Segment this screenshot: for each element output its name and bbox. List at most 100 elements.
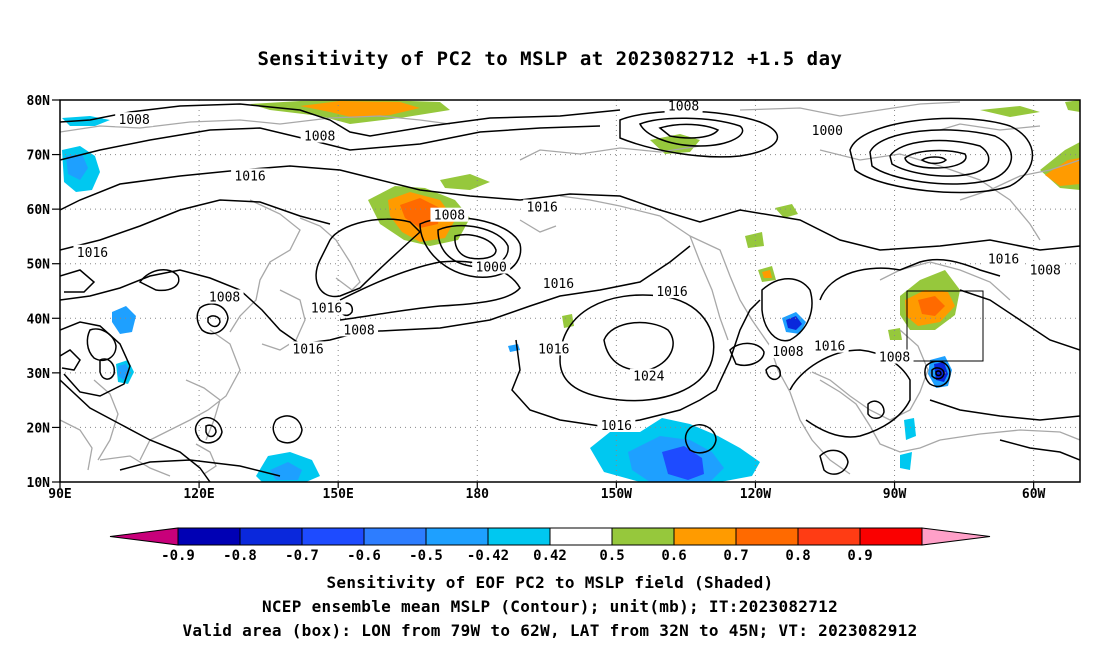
contour-label: 1016	[234, 169, 265, 184]
negative-region	[786, 316, 802, 330]
colorbar-tick-label: -0.42	[467, 548, 509, 564]
colorbar-tick-label: -0.9	[161, 548, 195, 564]
latitude-labels: 80N 70N 60N 50N 40N 30N 20N 10N	[27, 94, 60, 491]
colorbar-tick-label: 0.9	[847, 548, 872, 564]
contour-label: 1016	[543, 277, 574, 292]
contour-label-bg	[300, 128, 339, 143]
caption-line-3: Valid area (box): LON from 79W to 62W, L…	[182, 621, 918, 640]
colorbar-swatch	[549, 527, 613, 546]
colorbar-tick-label: 0.7	[723, 548, 748, 564]
contour-label-bg	[768, 344, 807, 359]
contour-label-bg	[289, 341, 328, 356]
colorbar-tick-label: 0.8	[785, 548, 810, 564]
positive-region	[888, 328, 902, 340]
positive-region	[562, 314, 574, 328]
contour-label: 1024	[633, 370, 664, 385]
lat-label: 60N	[27, 203, 51, 218]
positive-region	[745, 232, 764, 248]
colorbar-swatch	[797, 527, 861, 546]
contour-label: 1016	[656, 285, 687, 300]
contour-label: 1016	[814, 340, 845, 355]
colorbar-swatch	[177, 527, 241, 546]
contour-label-bg	[653, 284, 691, 299]
plot-frame	[59, 99, 1081, 483]
contour-label: 1008	[304, 130, 335, 145]
negative-region	[66, 154, 88, 180]
lat-label: 50N	[27, 258, 51, 273]
contour-label: 1016	[77, 246, 108, 261]
lat-label: 70N	[27, 149, 51, 164]
lon-label: 150W	[601, 487, 632, 502]
contour-label-bg	[629, 368, 668, 383]
colorbar: -0.9 -0.8 -0.7 -0.6 -0.5 -0.42 0.42 0.5 0.6 0.7 0.…	[109, 527, 991, 564]
colorbar-tick-label: -0.5	[409, 548, 443, 564]
contour-label: 1016	[988, 252, 1019, 267]
positive-region	[762, 270, 772, 278]
lat-label: 80N	[27, 94, 51, 109]
contour-label-bg	[231, 168, 270, 183]
colorbar-swatch	[487, 527, 551, 546]
colorbar-swatch	[735, 527, 799, 546]
negative-region	[662, 446, 704, 480]
contour-label-bg	[875, 349, 914, 364]
positive-region	[440, 174, 490, 190]
colorbar-swatch	[239, 527, 303, 546]
lat-label: 20N	[27, 421, 51, 436]
lon-label: 150E	[323, 487, 354, 502]
contour-label-bg	[534, 341, 573, 356]
lat-label: 10N	[27, 476, 51, 491]
colorbar-upper-extend	[921, 527, 991, 546]
contour-label: 1016	[527, 201, 558, 216]
positive-region	[300, 101, 420, 118]
contour-label-bg	[664, 98, 703, 113]
contour-label: 1008	[209, 291, 240, 306]
colorbar-swatch	[859, 527, 923, 546]
lat-lon-grid	[60, 100, 1080, 482]
contour-label-bg	[597, 417, 636, 432]
contour-label: 1016	[292, 342, 323, 357]
positive-region	[775, 204, 798, 218]
contour-label: 1008	[772, 345, 803, 360]
contour-label-bg	[73, 244, 112, 259]
contour-label: 1016	[601, 419, 632, 434]
contour-label-bg	[984, 251, 1023, 266]
caption-line-2: NCEP ensemble mean MSLP (Contour); unit(…	[261, 597, 839, 616]
mslp-contours	[60, 103, 1080, 482]
valid-area-box	[906, 290, 984, 362]
contour-label: 1016	[311, 301, 342, 316]
negative-region	[112, 306, 136, 334]
contour-labels: 1008100810081000101610161008101610001016…	[73, 98, 1065, 434]
colorbar-lower-extend	[109, 527, 179, 546]
positive-region	[1045, 158, 1080, 186]
lon-label: 120E	[183, 487, 214, 502]
positive-region	[918, 296, 945, 316]
lat-label: 30N	[27, 367, 51, 382]
map-title: Sensitivity of PC2 to MSLP at 2023082712…	[257, 48, 843, 70]
contour-label-bg	[1026, 262, 1065, 277]
contour-label: 1008	[434, 209, 465, 224]
lon-label: 90E	[48, 487, 71, 502]
positive-region	[1065, 100, 1080, 112]
negative-region	[508, 344, 520, 352]
negative-region	[900, 452, 912, 470]
contour-label-bg	[472, 259, 511, 274]
negative-region	[904, 418, 916, 440]
colorbar-tick-label: -0.7	[285, 548, 319, 564]
contour-label: 1008	[879, 351, 910, 366]
contour-label: 1008	[668, 100, 699, 115]
contour-label-bg	[523, 199, 562, 214]
lon-label: 90W	[883, 487, 907, 502]
contour-label: 1016	[538, 342, 569, 357]
longitude-labels: 90E 120E 150E 180 150W 120W 90W 60W	[48, 482, 1046, 502]
contour-label-bg	[808, 123, 847, 138]
contour-label: 1000	[812, 124, 843, 139]
colorbar-swatch	[301, 527, 365, 546]
colorbar-swatch	[673, 527, 737, 546]
contour-label-bg	[539, 275, 578, 290]
contour-label-bg	[205, 289, 244, 304]
contour-label-bg	[810, 338, 849, 353]
lat-label: 40N	[27, 312, 51, 327]
colorbar-tick-label: -0.6	[347, 548, 381, 564]
colorbar-tick-label: 0.42	[533, 548, 567, 564]
